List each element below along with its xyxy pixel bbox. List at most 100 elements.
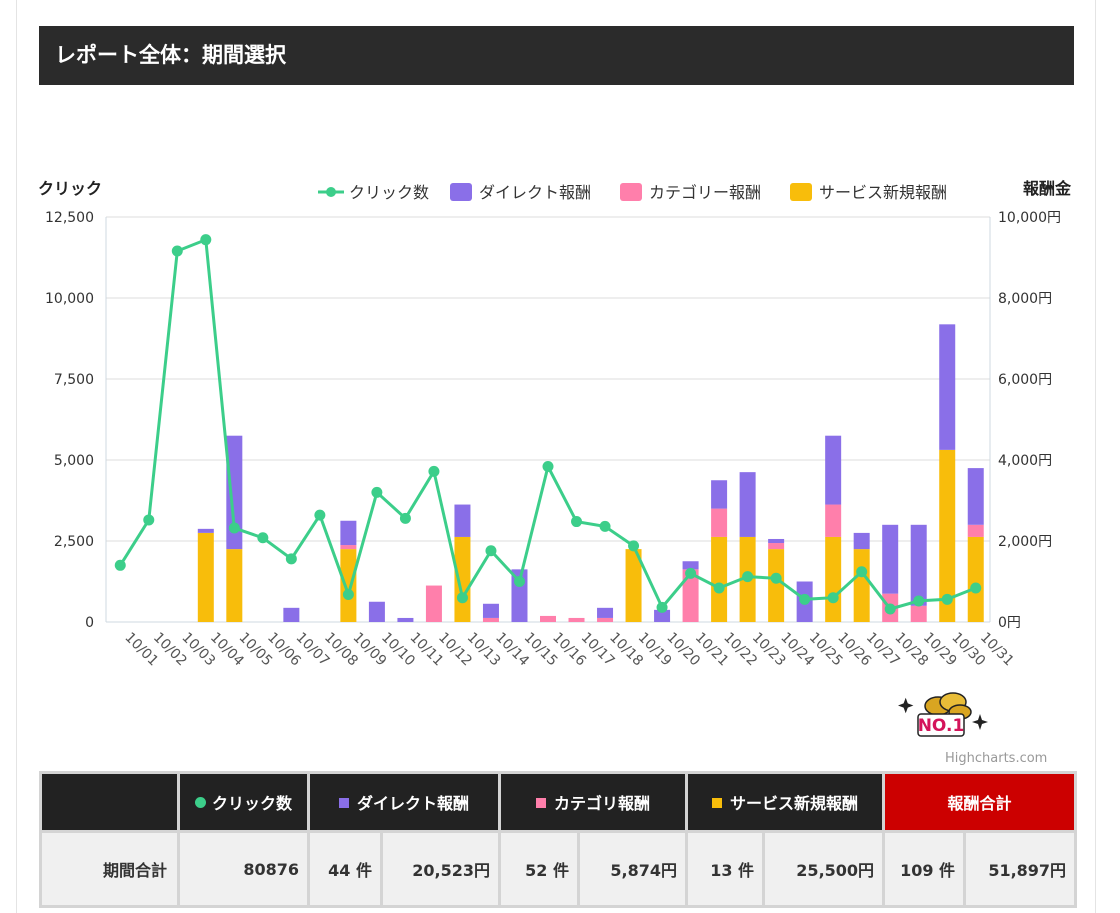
legend-category-label: カテゴリー報酬 — [649, 183, 761, 202]
clicks-point — [456, 592, 468, 604]
service-bar — [967, 536, 984, 622]
y-right-axis-title: 報酬金 — [1023, 179, 1072, 198]
legend-service-swatch — [790, 183, 812, 201]
direct-bar — [939, 324, 956, 450]
summary-category-count: 52 件 — [498, 830, 581, 908]
direct-bar — [283, 607, 300, 622]
direct-bar — [197, 528, 214, 533]
clicks-point — [542, 460, 554, 472]
y-right-tick-label: 2,000円 — [998, 534, 1052, 550]
summary-table: クリック数 ダイレクト報酬 カテゴリ報酬 サービス新規報酬 報酬合計 期間合計 … — [39, 771, 1078, 908]
direct-bar — [853, 532, 870, 550]
clicks-point — [257, 532, 269, 544]
direct-bar — [340, 520, 357, 546]
service-bar — [197, 532, 214, 622]
direct-bar — [654, 609, 671, 622]
summary-header-row: クリック数 ダイレクト報酬 カテゴリ報酬 サービス新規報酬 報酬合計 — [39, 771, 1078, 833]
legend-direct-label: ダイレクト報酬 — [479, 183, 591, 202]
clicks-point — [342, 588, 354, 600]
direct-bar — [597, 607, 614, 618]
clicks-point — [371, 486, 383, 498]
clicks-point — [799, 593, 811, 605]
clicks-point — [713, 582, 725, 594]
legend-category-swatch — [620, 183, 642, 201]
y-right-tick-label: 0円 — [998, 615, 1021, 631]
service-legend-square — [712, 797, 723, 808]
category-bar — [425, 585, 442, 622]
category-bar — [568, 617, 585, 622]
summary-header-total: 報酬合計 — [882, 771, 1078, 833]
y-left-tick-label: 0 — [85, 615, 94, 631]
direct-legend-square — [339, 797, 349, 808]
direct-bar — [454, 504, 471, 537]
y-right-tick-label: 6,000円 — [998, 372, 1052, 388]
legend-clicks-label: クリック数 — [349, 183, 429, 202]
direct-bar — [368, 601, 385, 622]
summary-direct-amount: 20,523円 — [379, 830, 502, 908]
direct-bar — [397, 617, 414, 622]
summary-total-amount: 51,897円 — [963, 830, 1078, 908]
service-bar — [340, 549, 357, 622]
page-title: レポート全体：期間選択 — [39, 26, 1074, 85]
y-left-tick-label: 7,500 — [54, 372, 94, 388]
direct-bar — [967, 468, 984, 525]
y-left-tick-label: 12,500 — [45, 210, 94, 226]
clicks-point — [599, 520, 611, 532]
summary-direct-count: 44 件 — [307, 830, 383, 908]
category-bar — [910, 605, 927, 622]
summary-header-clicks: クリック数 — [177, 771, 310, 833]
page-frame — [16, 0, 1096, 913]
summary-category-amount: 5,874円 — [577, 830, 689, 908]
direct-bar — [739, 472, 756, 537]
direct-bar — [226, 435, 243, 550]
clicks-legend-dot — [194, 797, 206, 808]
category-bar — [597, 617, 614, 622]
y-right-tick-label: 10,000円 — [998, 210, 1061, 226]
summary-service-amount: 25,500円 — [762, 830, 886, 908]
clicks-point — [827, 592, 839, 604]
category-bar — [768, 543, 785, 550]
clicks-point — [770, 572, 782, 584]
direct-bar — [711, 480, 728, 509]
badge-text: NO.1 — [918, 716, 965, 736]
clicks-point — [571, 516, 583, 528]
summary-service-count: 13 件 — [685, 830, 766, 908]
y-left-tick-label: 5,000 — [54, 453, 94, 469]
service-bar — [768, 549, 785, 622]
clicks-point — [856, 566, 868, 578]
report-chart: 0 0円 2,500 2,000円 5,000 4,000円 7,500 6,000円 10,0… — [38, 179, 1072, 669]
clicks-point — [941, 593, 953, 605]
clicks-point — [428, 465, 440, 477]
service-bar — [939, 449, 956, 622]
summary-header-service: サービス新規報酬 — [685, 771, 886, 833]
clicks-point — [399, 512, 411, 524]
category-bar — [482, 617, 499, 622]
clicks-point — [685, 567, 697, 579]
clicks-point — [884, 603, 896, 615]
category-bar — [682, 569, 699, 622]
clicks-point — [628, 540, 640, 552]
service-bar — [711, 536, 728, 622]
y-right-tick-label: 8,000円 — [998, 291, 1052, 307]
clicks-point — [314, 509, 326, 521]
no1-badge-icon: NO.1 — [898, 692, 988, 737]
category-bar — [711, 508, 728, 537]
clicks-point — [228, 522, 240, 534]
summary-row-label: 期間合計 — [39, 830, 180, 908]
clicks-point — [200, 234, 212, 246]
direct-bar — [768, 538, 785, 544]
clicks-point — [485, 545, 497, 557]
y-left-tick-label: 10,000 — [45, 291, 94, 307]
clicks-point — [285, 553, 297, 565]
legend-service-label: サービス新規報酬 — [819, 183, 947, 202]
service-bar — [853, 549, 870, 622]
highcharts-credits[interactable]: Highcharts.com — [945, 751, 1048, 766]
clicks-point — [742, 571, 754, 583]
summary-total-row: 期間合計 80876 44 件 20,523円 52 件 5,874円 13 件… — [39, 830, 1078, 908]
clicks-point — [143, 514, 155, 526]
summary-header-blank — [39, 771, 180, 833]
clicks-line — [119, 237, 977, 611]
y-left-axis-title: クリック — [38, 179, 102, 198]
service-bar — [226, 549, 243, 622]
category-bar — [340, 545, 357, 550]
